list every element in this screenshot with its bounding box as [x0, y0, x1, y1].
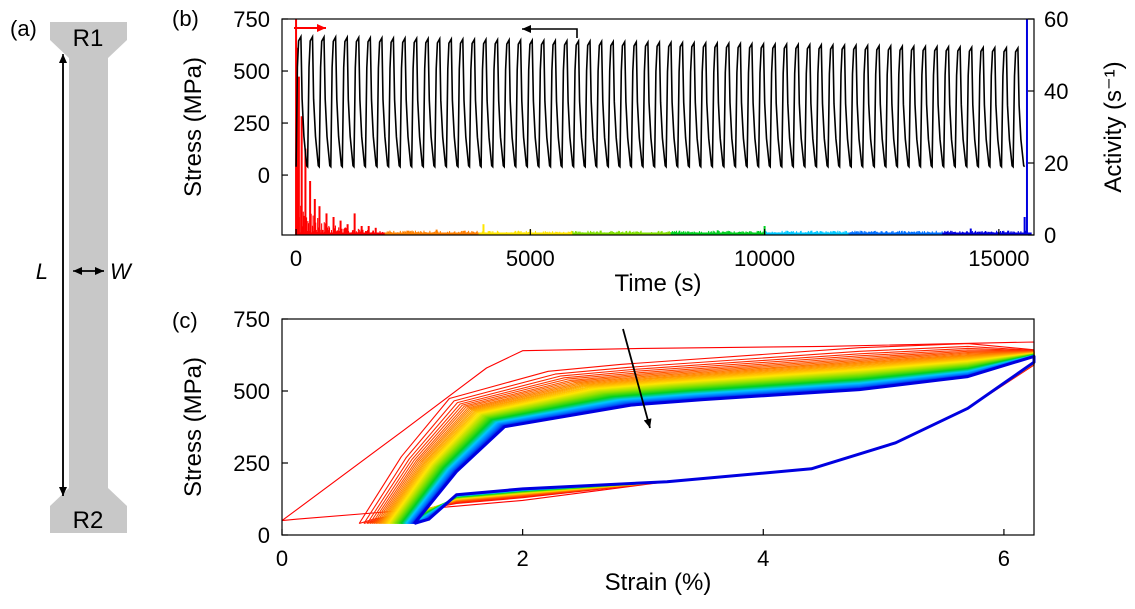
x-tick-label-c: 4 — [757, 546, 769, 571]
length-label: L — [36, 259, 48, 284]
y-tick-label-c: 250 — [233, 451, 270, 476]
chart-c-frame — [281, 318, 1035, 536]
y-tick-label-right-b: 20 — [1044, 151, 1068, 176]
y-tick-label-c: 500 — [233, 379, 270, 404]
y-tick-label-right-b: 40 — [1044, 79, 1068, 104]
y-ticks-c: 0 250 500 750 — [233, 307, 288, 548]
x-axis-label-b: Time (s) — [614, 270, 701, 297]
chart-b: (b) 0 5000 10000 15000 0 250 500 750 0 20 40 60 T… — [172, 6, 1127, 297]
x-tick-label-c: 2 — [517, 546, 529, 571]
panel-label-a: (a) — [10, 16, 37, 41]
y-tick-label-right-b: 60 — [1044, 7, 1068, 32]
specimen-panel: (a) R1 R2 L W — [10, 16, 133, 534]
y-ticks-left-b: 0 250 500 750 — [233, 7, 288, 188]
y-tick-label-left-b: 0 — [258, 163, 270, 188]
y-axis-label-c: Stress (MPa) — [180, 357, 207, 497]
x-tick-label-c: 0 — [276, 546, 288, 571]
x-axis-label-c: Strain (%) — [605, 569, 712, 596]
y-axis-label-right-b: Activity (s⁻¹) — [1100, 61, 1127, 192]
stress-strain-curves — [281, 341, 1036, 525]
y-tick-label-c: 750 — [233, 307, 270, 332]
y-ticks-right-b: 0 20 40 60 — [1028, 7, 1068, 248]
y-tick-label-left-b: 250 — [233, 111, 270, 136]
stress-series — [295, 33, 1026, 169]
specimen-r1-label: R1 — [73, 25, 104, 52]
x-ticks-c: 0 2 4 6 — [276, 529, 1010, 571]
stress-axis-arrow — [522, 25, 578, 38]
width-label: W — [110, 259, 133, 284]
y-tick-label-right-b: 0 — [1044, 223, 1056, 248]
x-tick-label-b: 0 — [290, 246, 302, 271]
panel-label-b: (b) — [172, 6, 199, 31]
specimen-r2-label: R2 — [73, 507, 104, 534]
x-tick-label-b: 10000 — [734, 246, 795, 271]
chart-c: (c) 0 2 4 6 0 250 500 750 Strain (%) Stress (M… — [172, 307, 1036, 596]
specimen-shape — [50, 22, 127, 533]
y-tick-label-c: 0 — [258, 523, 270, 548]
x-tick-label-c: 6 — [998, 546, 1010, 571]
y-axis-label-left-b: Stress (MPa) — [180, 57, 207, 197]
y-tick-label-left-b: 750 — [233, 7, 270, 32]
x-ticks-b: 0 5000 10000 15000 — [290, 229, 1029, 271]
x-tick-label-b: 15000 — [968, 246, 1029, 271]
x-tick-label-b: 5000 — [506, 246, 555, 271]
chart-b-frame — [281, 18, 1035, 236]
panel-label-c: (c) — [172, 308, 198, 333]
trend-arrow — [622, 328, 652, 429]
y-tick-label-left-b: 500 — [233, 59, 270, 84]
stress-line — [295, 33, 1026, 169]
